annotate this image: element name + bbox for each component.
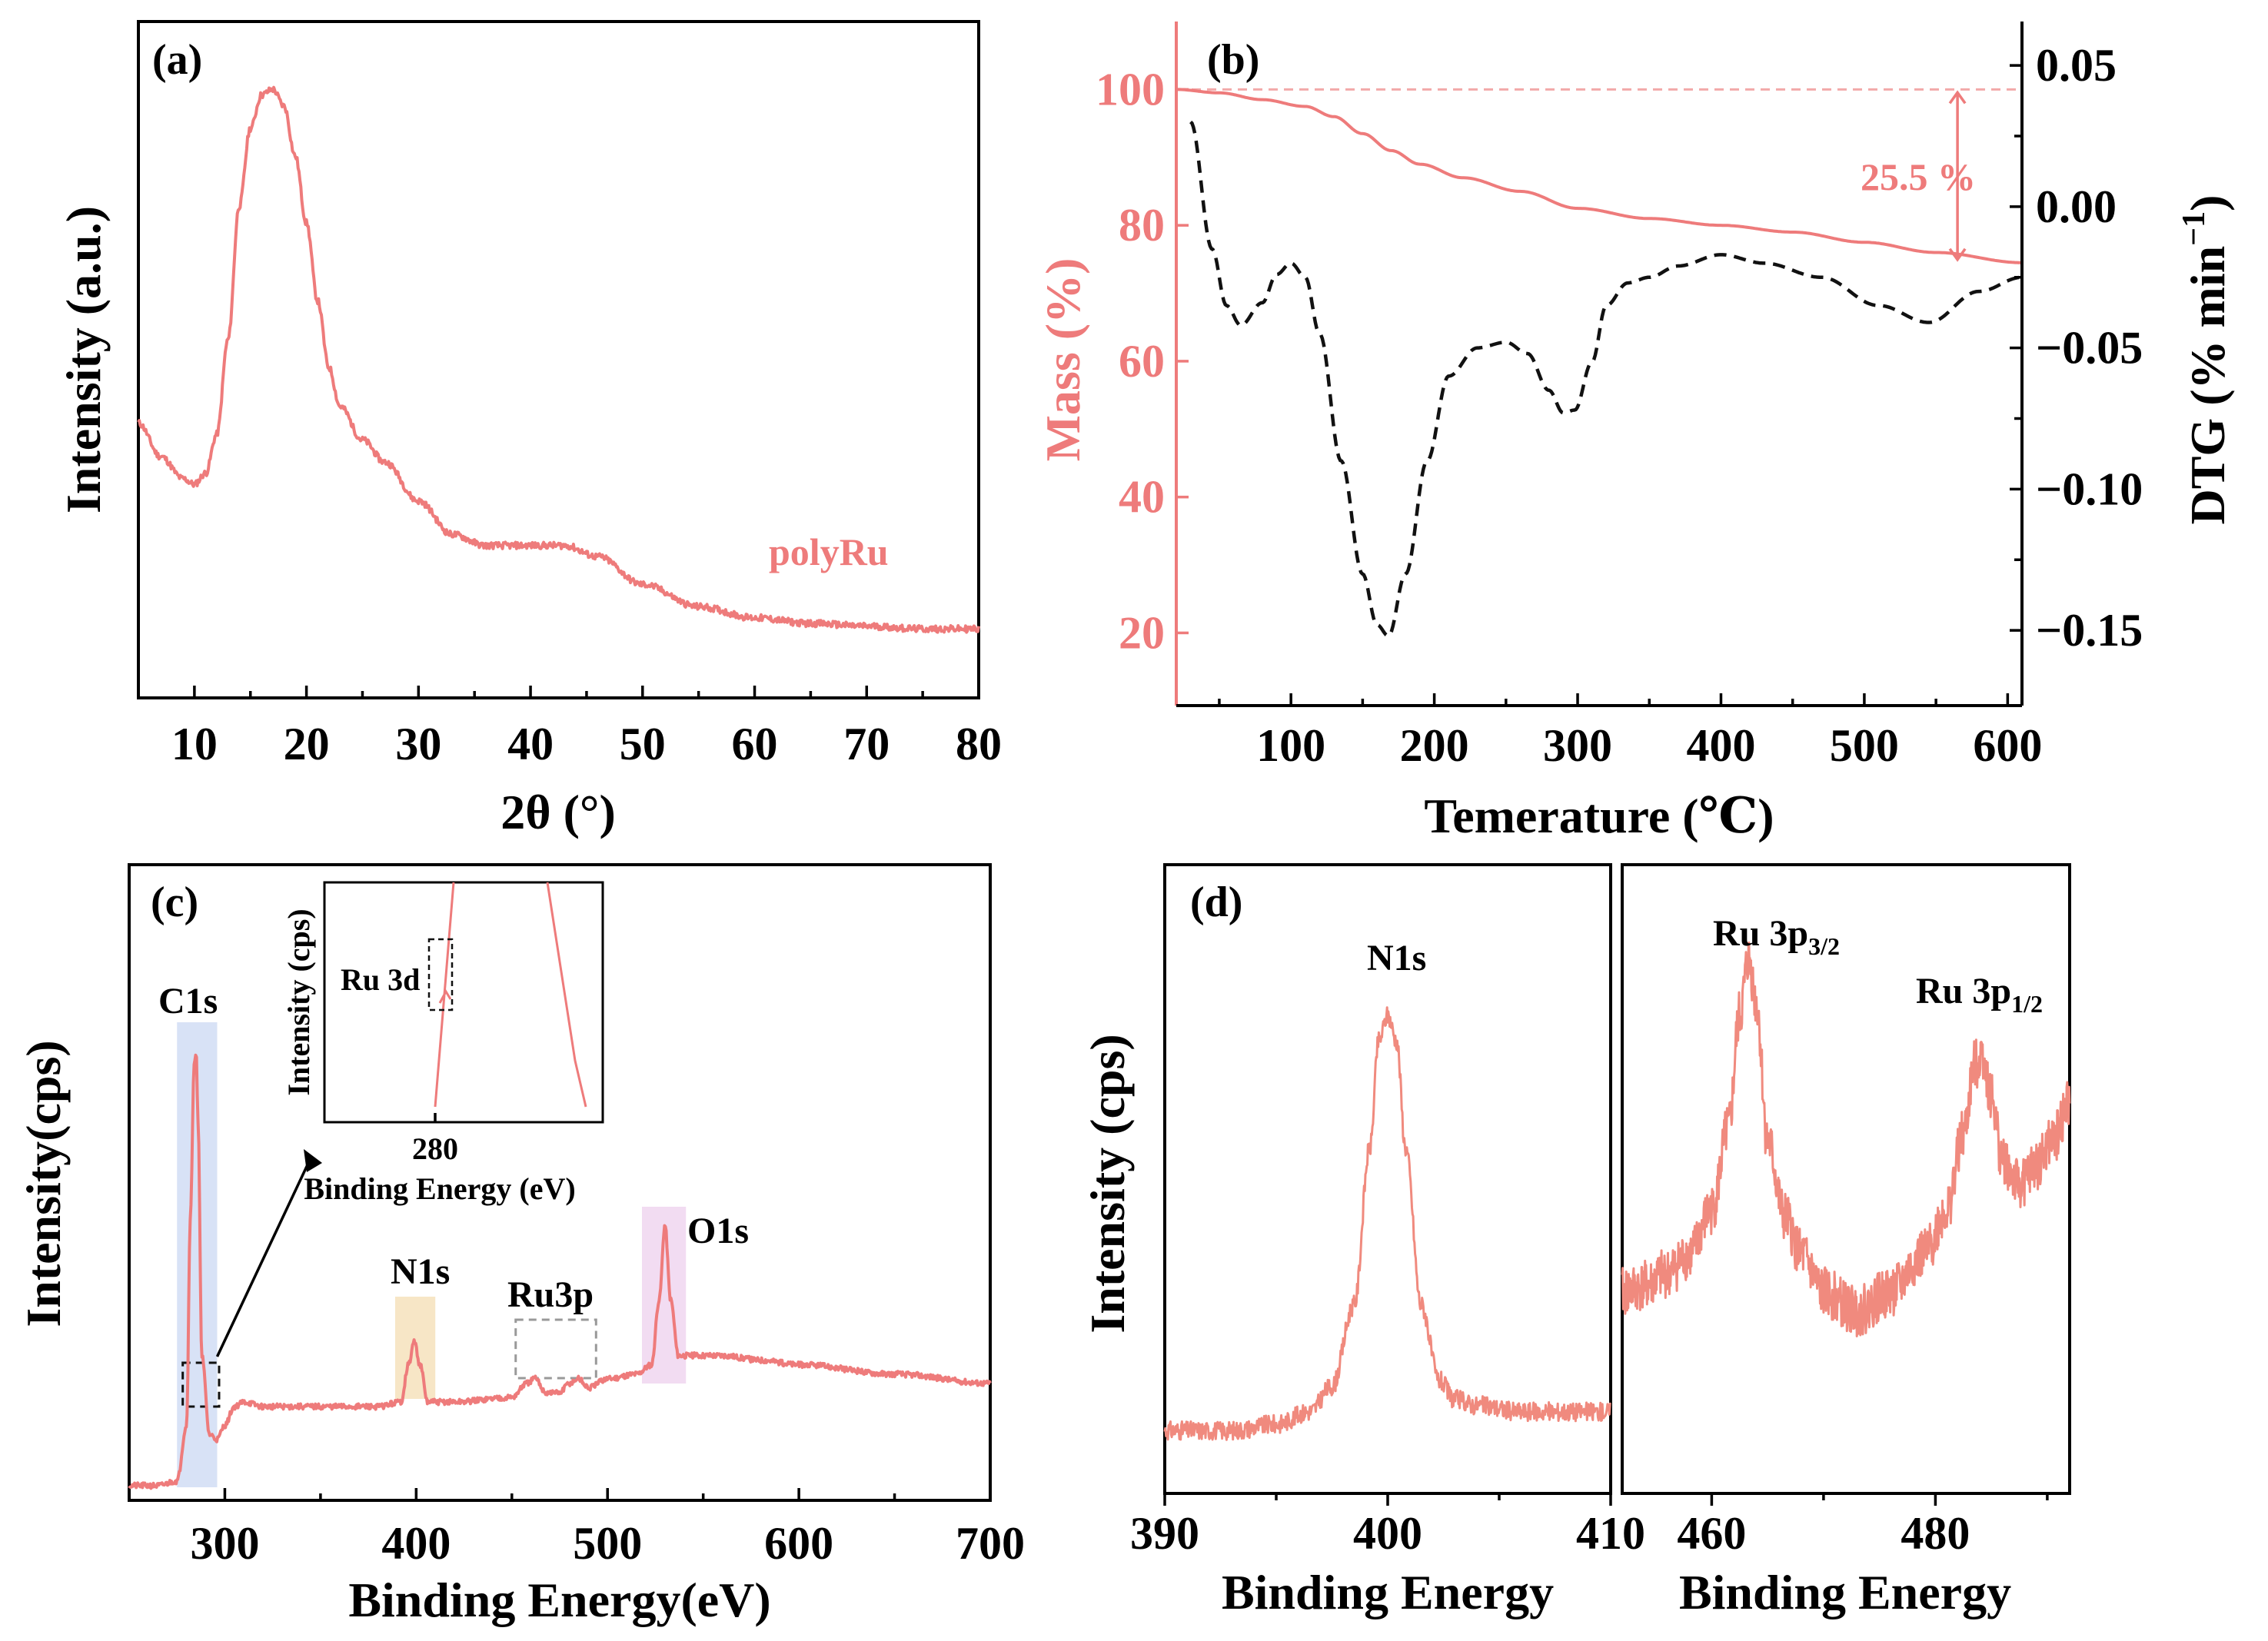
inset-tick-label: 280: [412, 1131, 458, 1166]
dtg-axis-label: DTG (% min−1): [2177, 195, 2235, 525]
xps-survey-curve: [128, 1053, 992, 1490]
ru3p-spectrum-curve: [1621, 941, 2071, 1337]
panel-b: 100 200 300 400 500 600 20 40 60 80 100 0.05 0.00 −…: [1036, 22, 2235, 843]
ru3p-peak-label: Ru3p: [507, 1274, 594, 1315]
panel-a-xlabel: 2θ (°): [500, 785, 616, 839]
dtg-curve: [1189, 120, 2022, 638]
panel-a-xtick-label-3: 40: [507, 719, 554, 769]
panel-b-xtick-label-0: 100: [1256, 720, 1325, 771]
panel-b-xtick-label-2: 300: [1543, 720, 1612, 771]
panel-b-xtick-label-3: 400: [1686, 720, 1755, 771]
panel-a: (a) 10 20 30 40 50 60 70 80 polyRu Intensity (a…: [56, 20, 1002, 839]
mass-ytick-label-1: 40: [1119, 472, 1165, 523]
panel-d-right-xlabel: Binding Energy: [1679, 1565, 2011, 1619]
panel-c: 300 400 500 600 700 (c) C1s N1s Ru3p O1s Int…: [16, 863, 1025, 1627]
panel-c-frame: [128, 863, 992, 1502]
panel-a-xtick-label-5: 60: [732, 719, 778, 769]
inset-ylabel: Intensity (cps): [281, 909, 316, 1095]
panel-c-ylabel: Intensity(cps): [16, 1040, 71, 1327]
mass-axis-label: Mass (%): [1036, 258, 1090, 462]
dtg-ytick-label-2: −0.05: [2036, 323, 2143, 374]
panel-b-xlabel: Temerature (℃): [1424, 789, 1774, 843]
panel-a-xtick-label-1: 20: [284, 719, 330, 769]
panel-d: 390 400 410 460 480 (d) N1s Ru 3p3/2 Ru 3p1…: [1080, 863, 2071, 1619]
panel-d-left-xtick-label-1: 400: [1353, 1508, 1422, 1559]
mass-curve: [1176, 88, 2023, 264]
inset-ru3d-bump: [438, 988, 452, 1004]
inset-falling-edge: [546, 882, 587, 1108]
polyru-xrd-curve: [137, 85, 980, 634]
panel-d-left-xtick-label-2: 410: [1576, 1508, 1645, 1559]
panel-a-label: (a): [152, 36, 202, 84]
polyru-legend: polyRu: [769, 530, 889, 573]
panel-c-xtick-label-1: 400: [381, 1518, 451, 1569]
panel-d-right-xtick-label-1: 480: [1901, 1508, 1970, 1559]
panel-c-xlabel: Binding Energy(eV): [348, 1573, 770, 1627]
panel-c-xtick-label-3: 600: [764, 1518, 833, 1569]
panel-a-xtick-label-7: 80: [956, 719, 1002, 769]
mass-ytick-label-3: 80: [1119, 200, 1165, 251]
zoom-arrowhead: [304, 1149, 322, 1172]
panel-d-right-frame: [1621, 863, 2071, 1495]
panel-a-xtick-label-4: 50: [620, 719, 666, 769]
panel-b-xtick-label-4: 500: [1830, 720, 1899, 771]
panel-d-left-xtick-label-0: 390: [1130, 1508, 1199, 1559]
panel-a-xtick-label-0: 10: [171, 719, 218, 769]
dtg-ytick-label-0: 0.05: [2036, 40, 2117, 91]
inset-frame: [323, 881, 604, 1124]
panel-b-xtick-label-5: 600: [1973, 720, 2042, 771]
ru3d-inset: 280 Ru 3d Intensity (cps) Binding Energy…: [281, 881, 604, 1206]
inset-ru3d-box: [427, 938, 454, 1012]
inset-ru3d-label: Ru 3d: [341, 962, 420, 997]
panel-c-xtick-label-0: 300: [190, 1518, 259, 1569]
panel-c-xtick-label-2: 500: [573, 1518, 642, 1569]
n1s-hr-peak-label: N1s: [1367, 938, 1426, 978]
c1s-peak-label: C1s: [158, 981, 218, 1021]
dtg-ytick-label-1: 0.00: [2036, 181, 2117, 232]
ru3d-zoom-box: [181, 1361, 221, 1408]
zoom-arrow: [215, 1159, 311, 1357]
panel-d-left-xlabel: Binding Energy: [1222, 1565, 1554, 1619]
panel-c-xtick-label-4: 700: [956, 1518, 1025, 1569]
panel-d-ylabel: Intensity (cps): [1080, 1034, 1135, 1333]
mass-loss-annotation: 25.5 %: [1861, 155, 1976, 198]
panel-d-label: (d): [1190, 879, 1242, 926]
ru3p-highlight-box: [514, 1318, 597, 1380]
panel-a-xtick-label-6: 70: [843, 719, 890, 769]
panel-a-ylabel: Intensity (a.u.): [56, 206, 111, 513]
ru3p32-peak-label: Ru 3p3/2: [1713, 913, 1840, 960]
dtg-ytick-label-4: −0.15: [2036, 605, 2143, 656]
panel-b-label: (b): [1207, 36, 1259, 84]
panel-c-label: (c): [151, 879, 198, 926]
panel-a-xtick-label-2: 30: [395, 719, 441, 769]
mass-ytick-label-4: 100: [1096, 64, 1165, 115]
panel-d-right-xtick-label-0: 460: [1677, 1508, 1746, 1559]
panel-b-xtick-label-1: 200: [1400, 720, 1469, 771]
mass-ytick-label-0: 20: [1119, 607, 1165, 658]
o1s-peak-label: O1s: [687, 1211, 749, 1251]
inset-xlabel: Binding Energy (eV): [304, 1171, 575, 1206]
mass-ytick-label-2: 60: [1119, 336, 1165, 387]
dtg-ytick-label-3: −0.10: [2036, 463, 2143, 514]
panel-a-frame: [137, 20, 980, 699]
n1s-peak-label: N1s: [391, 1251, 450, 1292]
ru3p12-peak-label: Ru 3p1/2: [1916, 971, 2043, 1018]
n1s-spectrum-curve: [1163, 1006, 1611, 1441]
